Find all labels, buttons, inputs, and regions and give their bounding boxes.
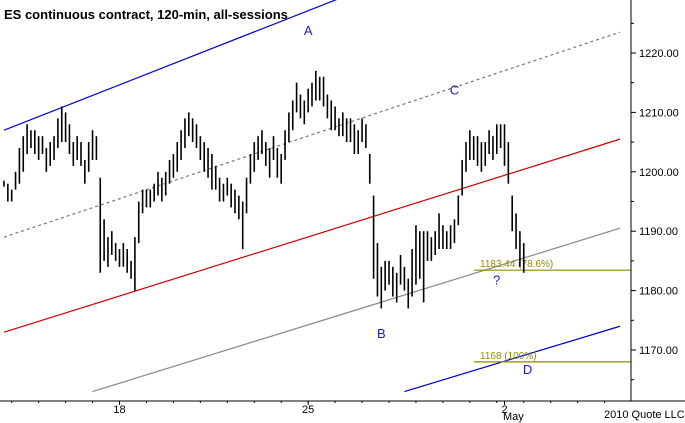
wave-label-2: C: [450, 83, 459, 98]
level-label-0: 1183.44 (78.6%): [480, 259, 553, 270]
axes: [0, 0, 685, 402]
wave-label-0: A: [304, 23, 313, 38]
channel-lines: [3, 0, 621, 393]
x-tick-label-0: 18: [113, 404, 125, 416]
channel-line-3: [92, 227, 621, 393]
month-label: May: [503, 411, 524, 423]
fib-levels: 1183.44 (78.6%) 1168 (100%): [474, 259, 631, 363]
y-ticks: 1170.00 1180.00 1190.00 1200.00 1210.00 1220.…: [631, 22, 679, 381]
channel-line-1: [3, 31, 621, 238]
channel-line-0: [3, 0, 337, 131]
y-tick-label-2: 1190.00: [639, 226, 678, 238]
credit-label: 2010 Quote LLC: [604, 409, 685, 421]
x-tick-label-1: 25: [302, 404, 314, 416]
x-tick-label-2: 2: [501, 404, 507, 416]
y-tick-label-4: 1210.00: [639, 107, 679, 119]
channel-line-4: [404, 325, 621, 393]
channel-line-2: [3, 138, 621, 333]
wave-label-4: D: [523, 362, 532, 377]
chart-title: ES continuous contract, 120-min, all-ses…: [4, 7, 288, 22]
x-ticks: 18 25 2: [11, 401, 606, 416]
y-tick-label-3: 1200.00: [639, 167, 679, 179]
level-label-1: 1168 (100%): [480, 351, 537, 362]
y-tick-label-1: 1180.00: [639, 286, 678, 298]
wave-label-3: ?: [493, 273, 500, 288]
y-tick-label-0: 1170.00: [639, 345, 678, 357]
ohlc-bars: [3, 70, 525, 309]
wave-labels: A B C? D: [304, 23, 532, 377]
y-tick-label-5: 1220.00: [639, 48, 679, 60]
wave-label-1: B: [377, 326, 386, 341]
